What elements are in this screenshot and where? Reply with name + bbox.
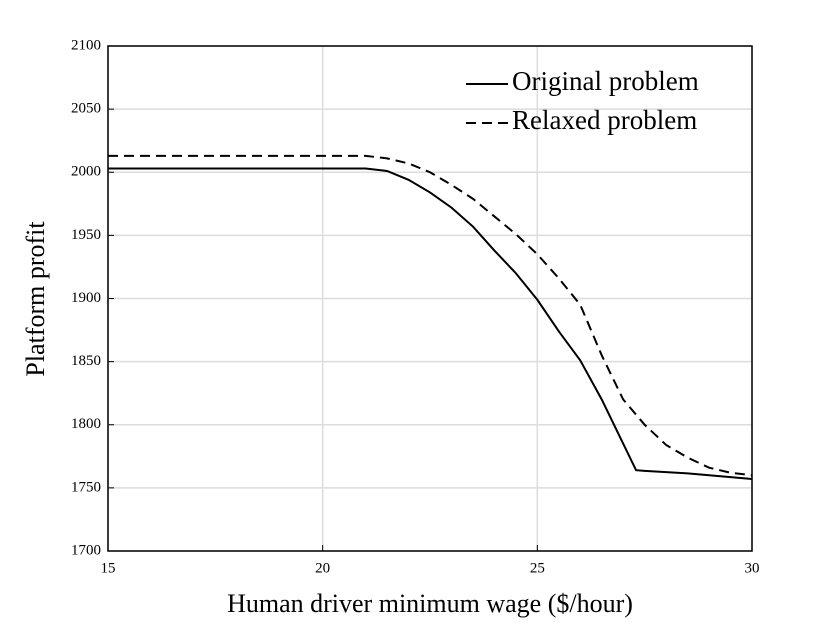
x-tick-label: 30 bbox=[745, 560, 760, 576]
x-tick-label: 20 bbox=[315, 560, 330, 576]
series-line bbox=[108, 154, 753, 477]
legend-label: Relaxed problem bbox=[512, 105, 697, 135]
y-tick-label: 1850 bbox=[71, 353, 101, 369]
x-tick-label: 25 bbox=[530, 560, 545, 576]
plot-frame bbox=[107, 45, 753, 552]
y-tick-label: 1750 bbox=[71, 479, 101, 495]
legend-label: Original problem bbox=[512, 66, 699, 96]
y-tick-label: 1950 bbox=[71, 227, 101, 243]
y-tick-label: 2000 bbox=[71, 164, 101, 180]
x-axis-label: Human driver minimum wage ($/hour) bbox=[227, 589, 633, 618]
x-tick-label: 15 bbox=[101, 560, 116, 576]
series-line bbox=[108, 167, 753, 481]
y-tick-label: 2050 bbox=[71, 101, 101, 117]
y-tick-label: 1800 bbox=[71, 416, 101, 432]
y-axis-label: Platform profit bbox=[21, 221, 50, 377]
y-tick-label: 1700 bbox=[71, 542, 101, 558]
y-tick-label: 2100 bbox=[71, 37, 101, 53]
y-tick-label: 1900 bbox=[71, 290, 101, 306]
